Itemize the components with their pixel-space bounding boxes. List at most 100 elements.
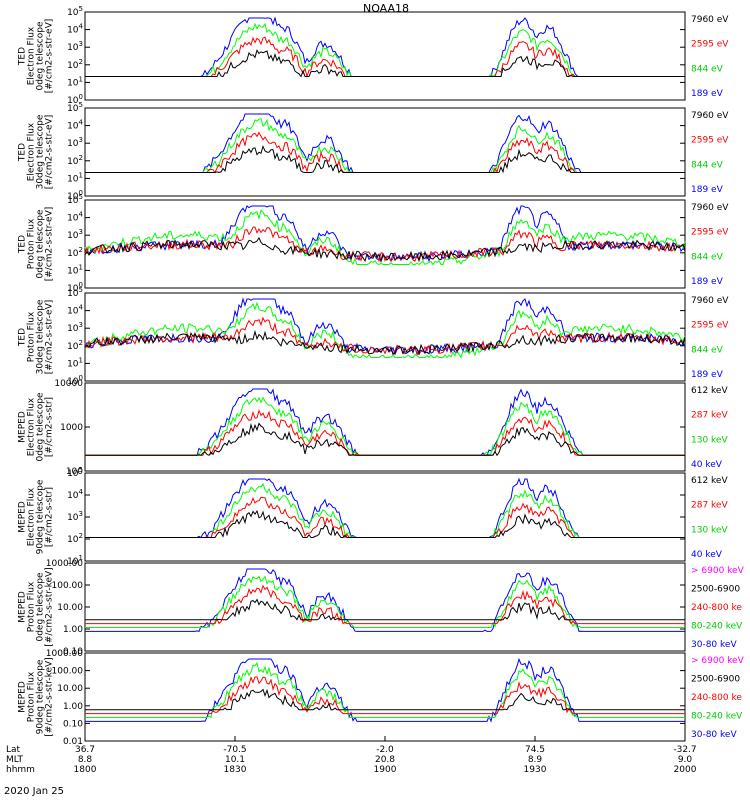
y-axis-title-line: [#/cm2-s-str-eV] [45,115,55,190]
y-tick-label: 101 [67,263,83,276]
series-trace [85,482,685,539]
panel-frame [84,107,686,197]
y-tick-label: 102 [67,154,83,167]
legend-entry: 7960 eV [691,203,729,213]
x-axis: LatMLThhmm36.78.81800-70.510.11830-2.020… [6,736,697,775]
y-axis-title-line: [#/cm2-s-str] [45,487,55,547]
x-row-label: Lat [6,745,21,755]
y-axis-title-line: Electron Flux [27,487,37,546]
x-tick-label-lat: -32.7 [673,745,696,755]
series-trace [84,205,686,263]
x-tick-label-lat: 36.7 [75,745,95,755]
x-tick-label-mlt: 10.1 [225,755,245,765]
panel-frame [84,562,686,652]
y-axis-title-line: 90deg telescope [36,479,46,554]
legend-entry: 287 keV [691,501,728,511]
legend-entry: 40 keV [691,550,723,560]
y-tick-label: 104 [67,304,83,317]
y-axis-title-line: TED [18,235,28,254]
y-tick-label: 102 [67,58,83,71]
y-tick-label: 103 [67,228,83,241]
y-tick-label: 0.01 [63,737,83,747]
y-axis-title-line: Proton Flux [27,311,37,362]
y-tick-label: 105 [67,5,83,18]
y-tick-label: 1.00 [63,625,83,635]
series-trace [85,688,685,711]
legend-entry: 7960 eV [691,296,729,306]
y-axis-title-line: MEPED [18,411,28,443]
x-tick-label-mlt: 9.0 [678,755,693,765]
y-tick-label: 104 [67,119,83,132]
y-tick-label: 100.00 [52,581,84,591]
legend-entry: 2595 eV [691,40,729,50]
legend-entry: 844 eV [691,252,724,262]
series-trace [85,16,685,77]
y-tick-label: 103 [67,321,83,334]
y-tick-label: 1.00 [63,702,83,712]
legend-entry: 844 eV [691,64,724,74]
x-tick-label-hhmm: 1800 [74,765,97,775]
panel-8: 0.01 0.10 1.00 10.00 100.00 1000.00 MEPED Proto… [18,649,745,747]
y-axis-title-line: Proton Flux [27,671,37,722]
y-axis-title-line: [#/cm2-s-str-keV] [45,657,55,736]
x-tick-label-mlt: 8.8 [78,755,93,765]
x-tick-label-mlt: 20.8 [375,755,395,765]
x-row-label: MLT [6,755,24,765]
x-tick-label-hhmm: 2000 [674,765,697,775]
y-axis-title-line: TED [18,328,28,347]
y-axis-title-line: 30deg telescope [36,299,46,374]
series-trace [85,584,685,625]
y-axis-title-line: MEPED [18,681,28,713]
series-trace [85,568,685,632]
y-tick-label: 1000 [60,423,83,433]
series-trace [84,236,686,264]
y-tick-label: 1000.00 [46,649,83,659]
y-tick-label: 10.00 [57,684,83,694]
y-axis-title-line: TED [18,47,28,66]
legend-entry: 189 eV [691,89,724,99]
y-axis-title-line: Electron Flux [27,397,37,456]
y-tick-label: 101 [67,171,83,184]
legend-entry: 612 keV [691,476,728,486]
series-trace [84,226,686,263]
y-axis-title-line: 0deg telescope [36,209,46,279]
y-tick-label: 104 [67,488,83,501]
y-tick-label: 101 [67,356,83,369]
series-trace [85,396,685,457]
legend-entry: 612 keV [691,386,728,396]
series-trace [84,316,686,356]
y-axis-title-line: 0deg telescope [36,21,46,91]
y-axis-title-line: TED [18,143,28,162]
y-axis-title-line: 0deg telescope [36,572,46,642]
series-trace [84,209,686,266]
legend-entry: > 6900 keV [691,656,745,666]
x-tick-label-lat: -2.0 [376,745,394,755]
series-trace [85,598,685,621]
legend-entry: 844 eV [691,160,724,170]
y-axis-title-line: 90deg telescope [36,659,46,734]
y-axis-title-line: [#/cm2-s-str-eV] [45,300,55,375]
y-axis-title-line: Electron Flux [27,122,37,181]
legend-entry: 2500-6900 [691,675,740,685]
series-trace [85,131,685,174]
panel-frame [84,11,686,101]
series-trace [85,509,685,538]
chart-title: NOAA18 [363,2,409,15]
legend-entry: > 6900 keV [691,566,745,576]
series-trace [85,388,685,456]
x-tick-label-hhmm: 1830 [224,765,247,775]
series-trace [85,657,685,723]
legend-entry: 240-800 ke [691,693,742,703]
y-axis-title-line: Proton Flux [27,218,37,269]
legend-entry: 189 eV [691,370,724,380]
legend-entry: 80-240 keV [691,622,743,632]
legend-entry: 2595 eV [691,136,729,146]
panel-frame [84,199,686,289]
legend-entry: 189 eV [691,277,724,287]
y-tick-label: 0.10 [63,719,83,729]
